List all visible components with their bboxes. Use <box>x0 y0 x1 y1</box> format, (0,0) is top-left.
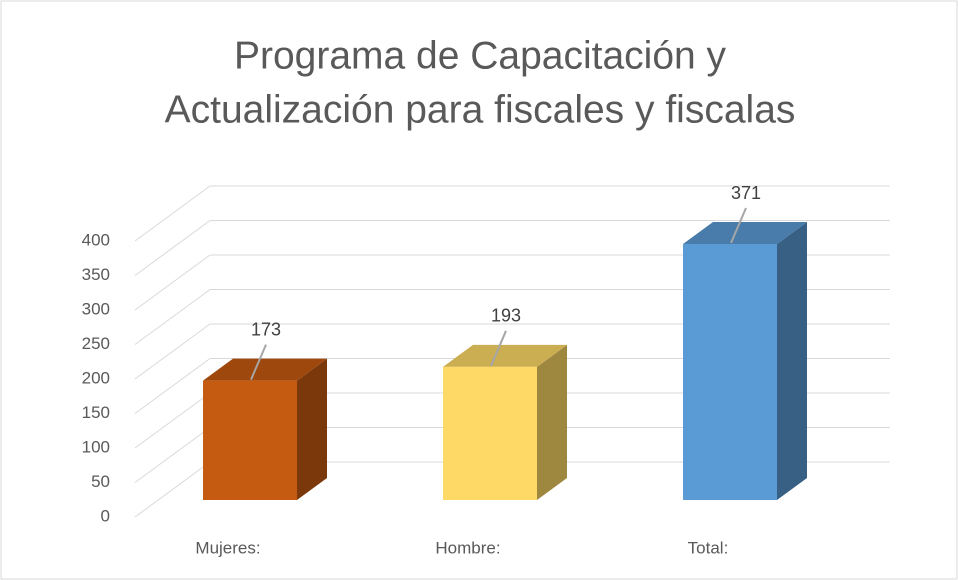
bar <box>443 366 537 500</box>
leader-line <box>250 344 267 381</box>
bar <box>683 244 777 500</box>
bar <box>203 380 297 500</box>
grid-line <box>134 185 211 242</box>
grid-line <box>134 358 211 414</box>
bar-top <box>443 344 567 367</box>
chart-title: Actualización para fiscales y fiscalas <box>165 88 796 131</box>
grid-line <box>134 323 211 380</box>
y-tick-label: 50 <box>91 472 110 491</box>
bar-top <box>203 358 327 381</box>
value-label: 173 <box>251 319 281 339</box>
grid-line <box>134 254 211 311</box>
value-label: 371 <box>731 183 761 203</box>
x-tick-label: Mujeres: <box>195 538 260 557</box>
y-tick-label: 100 <box>82 437 110 456</box>
bar-side <box>777 222 807 500</box>
y-tick-label: 0 <box>101 506 110 525</box>
y-tick-label: 250 <box>82 334 110 353</box>
y-tick-label: 300 <box>82 299 110 318</box>
value-label: 193 <box>491 306 521 326</box>
y-tick-label: 350 <box>82 265 110 284</box>
y-tick-label: 150 <box>82 403 110 422</box>
x-tick-label: Total: <box>688 538 729 557</box>
leader-line <box>730 207 747 244</box>
grid-line <box>134 427 211 483</box>
grid-line <box>134 220 211 276</box>
grid-line <box>134 461 211 518</box>
y-tick-label: 400 <box>82 230 110 249</box>
y-tick-label: 200 <box>82 368 110 387</box>
grid-line <box>134 289 211 345</box>
grid-line <box>134 392 211 449</box>
bar-top <box>683 222 807 245</box>
x-tick-label: Hombre: <box>435 538 500 557</box>
leader-line <box>490 330 507 367</box>
bar-side <box>537 344 567 500</box>
chart-title: Programa de Capacitación y <box>234 34 727 77</box>
bar-side <box>297 358 327 500</box>
